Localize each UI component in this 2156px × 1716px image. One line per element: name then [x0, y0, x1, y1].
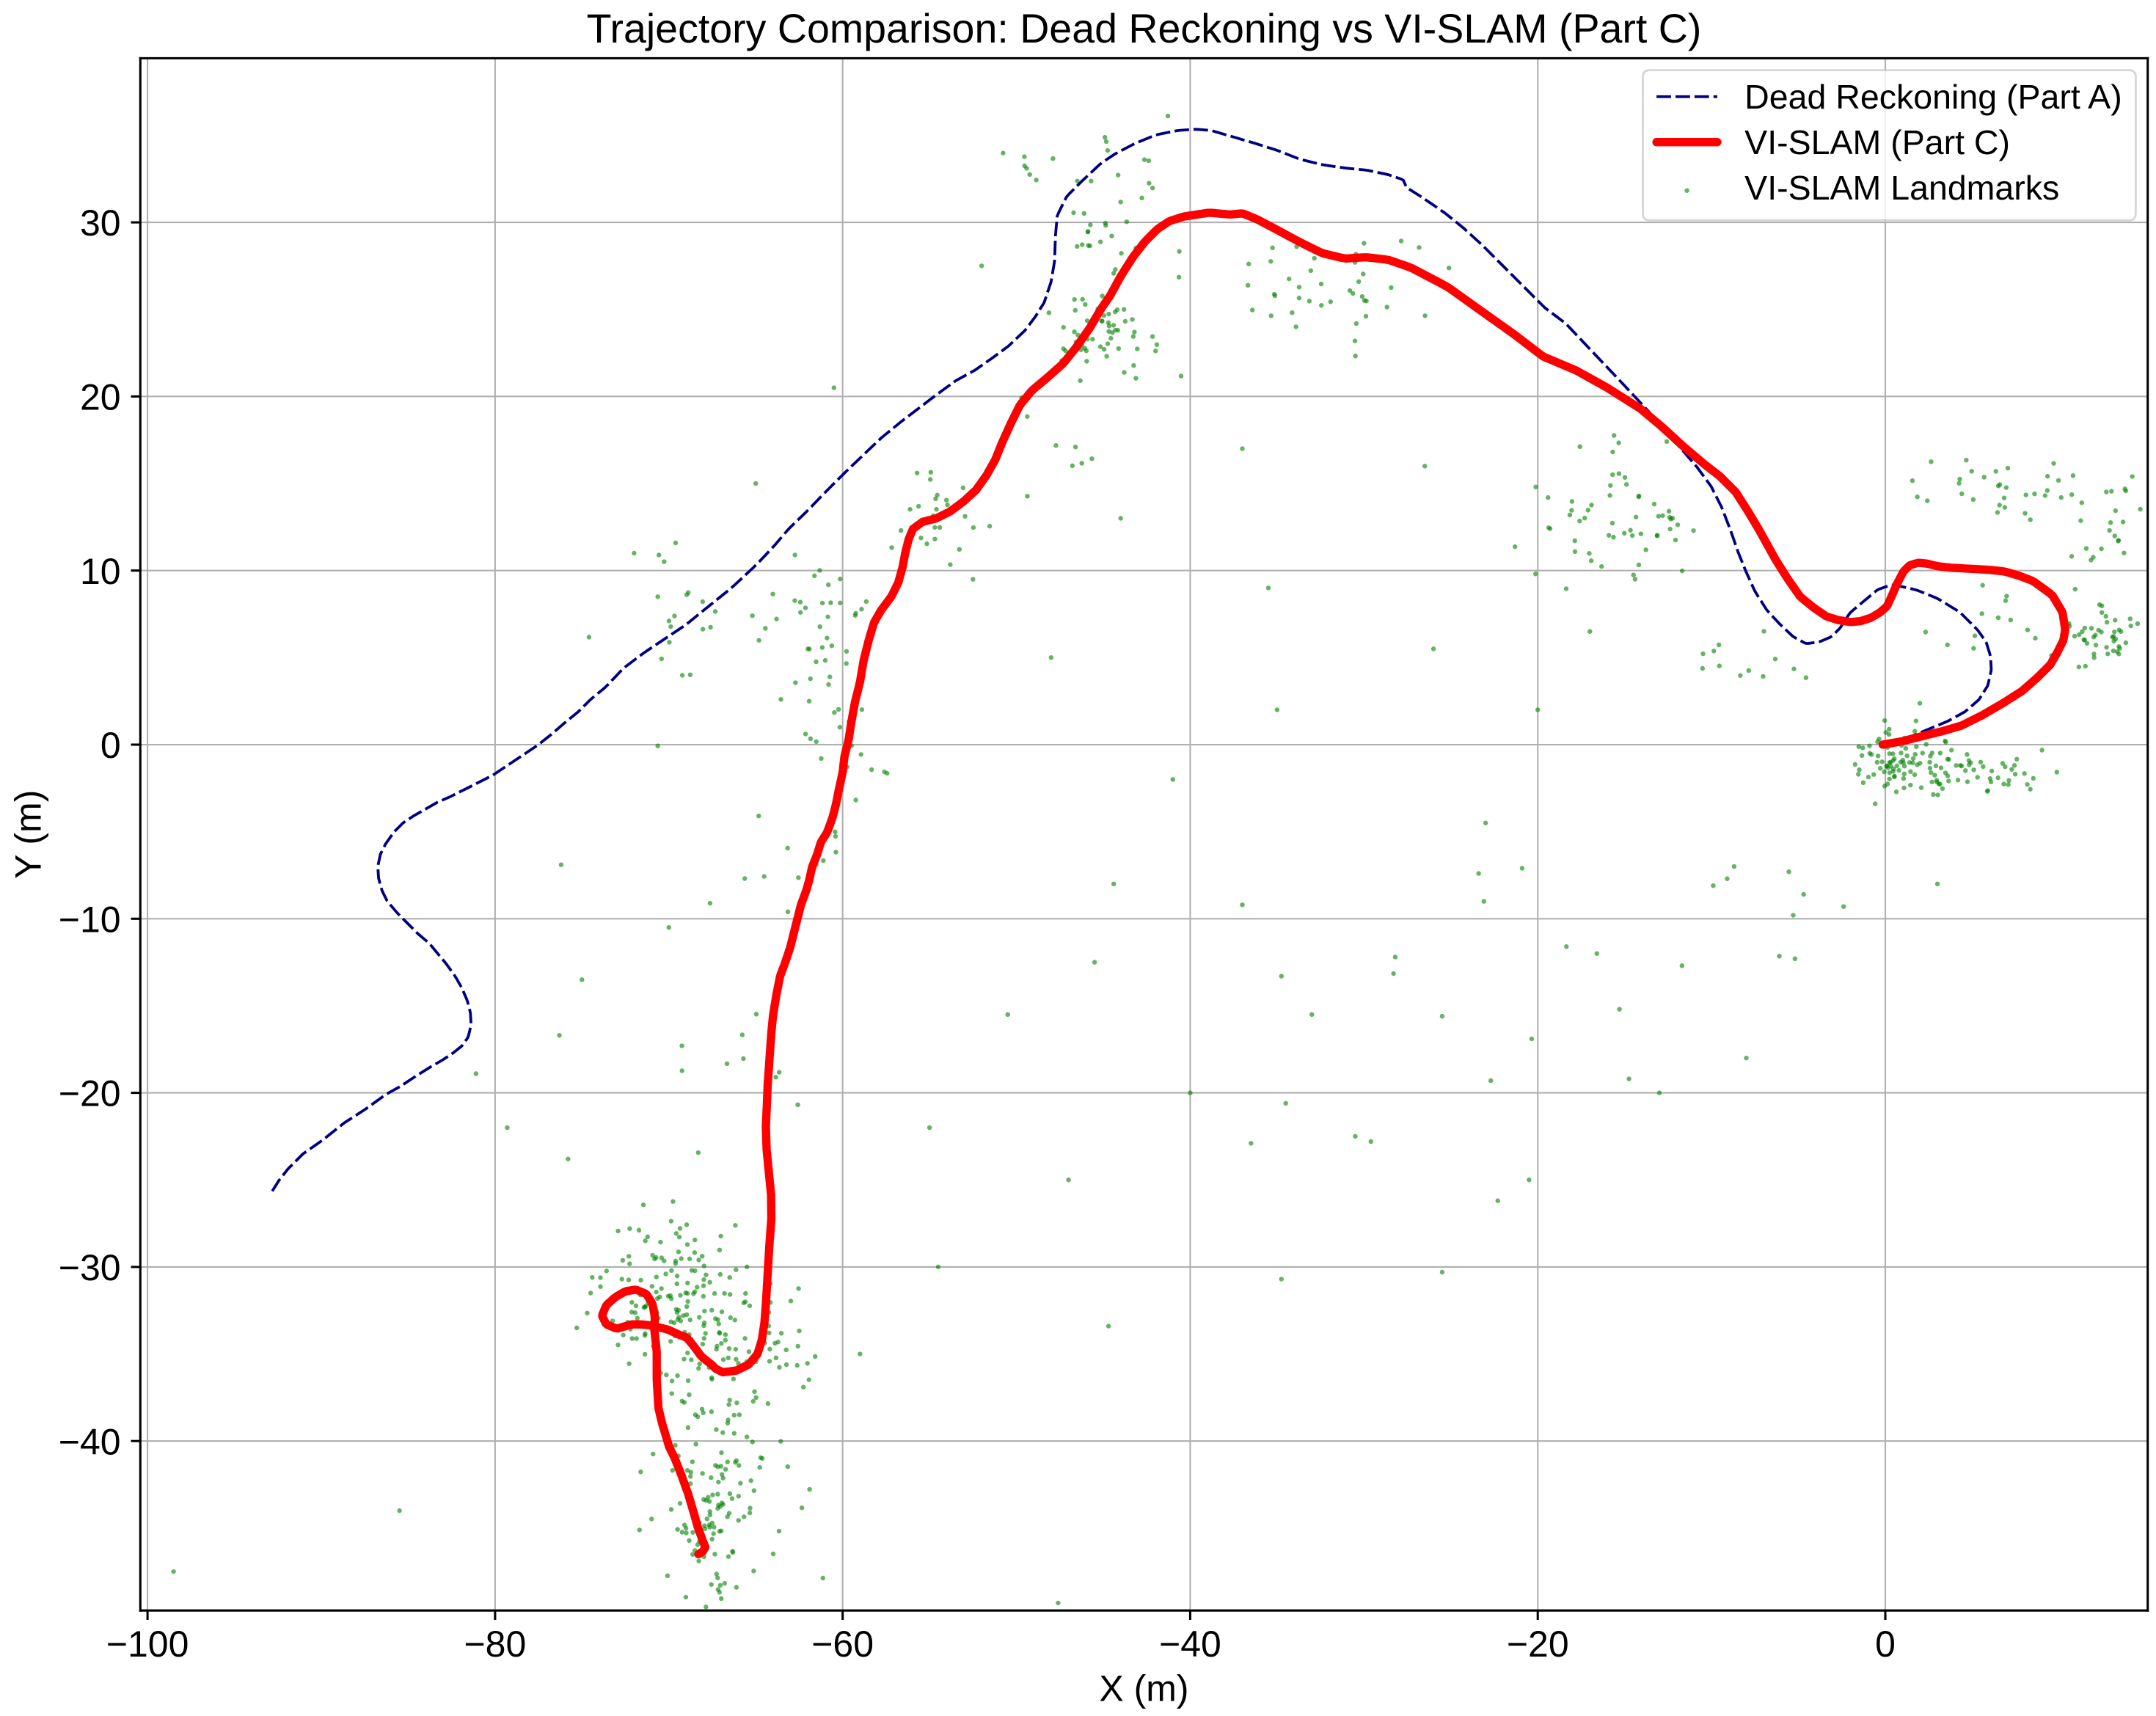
- svg-text:VI-SLAM Landmarks: VI-SLAM Landmarks: [1744, 169, 2059, 207]
- svg-text:−20: −20: [59, 1073, 121, 1114]
- svg-text:30: 30: [80, 202, 121, 244]
- svg-text:Trajectory Comparison: Dead Re: Trajectory Comparison: Dead Reckoning vs…: [587, 6, 1702, 51]
- svg-text:−40: −40: [1159, 1624, 1221, 1665]
- svg-text:−40: −40: [59, 1421, 121, 1462]
- svg-text:−30: −30: [59, 1247, 121, 1288]
- svg-text:VI-SLAM (Part C): VI-SLAM (Part C): [1744, 123, 2010, 161]
- svg-text:0: 0: [101, 725, 121, 766]
- svg-text:−10: −10: [59, 899, 121, 940]
- svg-text:Y (m): Y (m): [8, 790, 49, 879]
- svg-text:Dead Reckoning (Part A): Dead Reckoning (Part A): [1744, 78, 2122, 116]
- svg-text:−100: −100: [106, 1624, 189, 1665]
- svg-text:10: 10: [80, 551, 121, 592]
- svg-text:0: 0: [1875, 1624, 1896, 1665]
- svg-text:X (m): X (m): [1099, 1668, 1188, 1709]
- svg-text:20: 20: [80, 377, 121, 418]
- svg-text:−60: −60: [811, 1624, 874, 1665]
- svg-text:−80: −80: [464, 1624, 526, 1665]
- svg-text:−20: −20: [1507, 1624, 1569, 1665]
